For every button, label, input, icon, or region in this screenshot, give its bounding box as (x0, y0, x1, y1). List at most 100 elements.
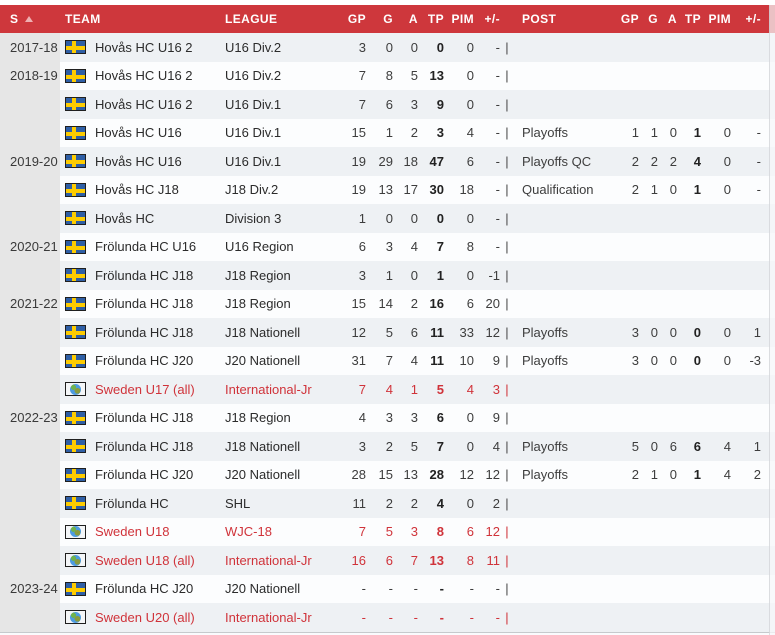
table-row: Hovås HC U16 U16 Div.1 15 1 2 3 4 - | Pl… (0, 118, 775, 147)
col-header-a[interactable]: A (408, 12, 418, 26)
league-link[interactable]: International-Jr (225, 609, 312, 625)
league-link[interactable]: J20 Nationell (225, 353, 301, 369)
team-link[interactable]: Sweden U18 (all) (95, 552, 195, 568)
goals-cell: 7 (385, 353, 393, 369)
col-header-post-a[interactable]: A (667, 12, 677, 26)
col-header-tp[interactable]: TP (427, 12, 444, 26)
team-cell: Frölunda HC J18 (60, 318, 222, 347)
post-total-points-cell (677, 33, 701, 62)
league-cell: U16 Div.1 (222, 90, 330, 119)
league-link[interactable]: J18 Region (225, 410, 291, 426)
team-link[interactable]: Frölunda HC J20 (95, 581, 194, 597)
team-link[interactable]: Hovås HC U16 2 (95, 39, 193, 55)
league-link[interactable]: J20 Nationell (225, 581, 301, 597)
plusminus-cell: - (495, 239, 500, 255)
gp-cell: - (361, 581, 366, 597)
league-link[interactable]: J18 Region (225, 296, 291, 312)
goals-cell: 3 (385, 239, 393, 255)
col-header-post-gp[interactable]: GP (620, 12, 639, 26)
plusminus-cell: -1 (488, 267, 500, 283)
col-header-post-pim[interactable]: PIM (708, 12, 731, 26)
col-header-post[interactable]: POST (522, 12, 557, 26)
league-link[interactable]: J20 Nationell (225, 467, 301, 483)
col-header-post-tp[interactable]: TP (684, 12, 701, 26)
team-cell: Hovås HC U16 (60, 147, 222, 176)
pim-cell: 6 (466, 153, 474, 169)
post-total-points-cell (677, 261, 701, 290)
team-link[interactable]: Sweden U18 (95, 524, 170, 540)
team-link[interactable]: Hovås HC U16 2 (95, 96, 193, 112)
league-link[interactable]: International-Jr (225, 381, 312, 397)
team-link[interactable]: Hovås HC U16 (95, 125, 182, 141)
total-points-cell: 1 (436, 267, 444, 283)
league-link[interactable]: U16 Div.2 (225, 68, 282, 84)
goals-cell: 2 (385, 438, 393, 454)
league-cell: J20 Nationell (222, 575, 330, 604)
post-total-points-cell: 6 (693, 438, 701, 454)
team-link[interactable]: Hovås HC J18 (95, 182, 179, 198)
total-points-cell: 7 (436, 438, 444, 454)
league-link[interactable]: International-Jr (225, 552, 312, 568)
league-link[interactable]: U16 Region (225, 239, 294, 255)
col-header-plusminus[interactable]: +/- (484, 12, 500, 26)
col-header-pim[interactable]: PIM (451, 12, 474, 26)
league-link[interactable]: U16 Div.1 (225, 96, 282, 112)
postseason-cell (514, 62, 614, 91)
league-link[interactable]: SHL (225, 495, 251, 511)
col-header-team[interactable]: TEAM (65, 12, 101, 26)
table-row: Frölunda HC J20 J20 Nationell 31 7 4 11 … (0, 346, 775, 376)
league-link[interactable]: Division 3 (225, 210, 282, 226)
team-link[interactable]: Sweden U17 (all) (95, 381, 195, 397)
league-link[interactable]: WJC-18 (225, 524, 272, 540)
league-link[interactable]: U16 Div.2 (225, 39, 282, 55)
team-link[interactable]: Frölunda HC U16 (95, 239, 197, 255)
team-link[interactable]: Sweden U20 (all) (95, 609, 195, 625)
team-link[interactable]: Frölunda HC J18 (95, 438, 194, 454)
league-link[interactable]: J18 Div.2 (225, 182, 279, 198)
globe-icon (65, 382, 86, 397)
team-link[interactable]: Frölunda HC J18 (95, 410, 194, 426)
post-goals-cell (639, 489, 658, 518)
post-assists-cell (658, 290, 677, 319)
team-cell: Sweden U18 (60, 518, 222, 547)
season-post-divider: | (505, 438, 509, 454)
league-link[interactable]: U16 Div.1 (225, 153, 282, 169)
post-gp-cell (614, 204, 639, 233)
league-link[interactable]: U16 Div.1 (225, 125, 282, 141)
league-link[interactable]: J18 Nationell (225, 324, 301, 340)
total-points-cell: 11 (430, 353, 444, 369)
col-header-league[interactable]: LEAGUE (225, 12, 278, 26)
table-row: Hovås HC U16 2 U16 Div.1 7 6 3 9 0 - | (0, 90, 775, 119)
team-link[interactable]: Hovås HC (95, 210, 155, 226)
col-header-post-g[interactable]: G (648, 12, 658, 26)
team-link[interactable]: Frölunda HC J18 (95, 296, 194, 312)
team-link[interactable]: Hovås HC U16 (95, 153, 182, 169)
col-header-season[interactable]: S (0, 5, 60, 33)
league-link[interactable]: J18 Region (225, 267, 291, 283)
team-link[interactable]: Frölunda HC J20 (95, 353, 194, 369)
scrollbar-track[interactable] (769, 5, 775, 635)
league-link[interactable]: J18 Nationell (225, 438, 301, 454)
season-post-divider: | (505, 581, 509, 597)
post-total-points-cell (677, 233, 701, 262)
team-link[interactable]: Hovås HC U16 2 (95, 68, 193, 84)
team-link[interactable]: Frölunda HC (95, 495, 169, 511)
total-points-cell: 5 (436, 381, 444, 397)
post-plusminus-cell: - (756, 153, 761, 169)
post-gp-cell: 5 (631, 438, 639, 454)
team-link[interactable]: Frölunda HC J20 (95, 467, 194, 483)
team-link[interactable]: Frölunda HC J18 (95, 324, 194, 340)
col-header-gp[interactable]: GP (347, 12, 366, 26)
postseason-cell (514, 603, 614, 632)
team-link[interactable]: Frölunda HC J18 (95, 267, 194, 283)
season-post-divider: | (505, 210, 509, 226)
league-cell: U16 Div.2 (222, 33, 330, 62)
league-cell: J20 Nationell (222, 347, 330, 376)
post-pim-cell (701, 603, 731, 632)
table-row: Frölunda HC J20 J20 Nationell 28 15 13 2… (0, 460, 775, 489)
col-header-g[interactable]: G (383, 12, 393, 26)
post-goals-cell: 1 (650, 467, 658, 483)
col-header-post-plusminus[interactable]: +/- (745, 12, 761, 26)
sweden-flag-icon (65, 211, 86, 226)
